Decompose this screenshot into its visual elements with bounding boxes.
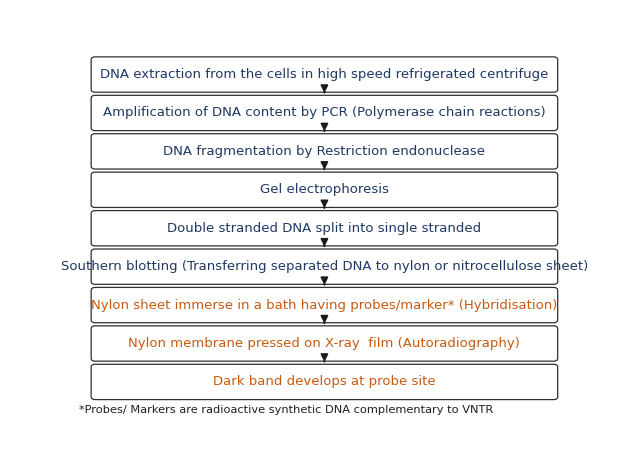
Text: Nylon membrane pressed on X-ray  film (Autoradiography): Nylon membrane pressed on X-ray film (Au… (128, 337, 520, 350)
Text: DNA fragmentation by Restriction endonuclease: DNA fragmentation by Restriction endonuc… (163, 145, 486, 158)
Text: Gel electrophoresis: Gel electrophoresis (260, 183, 389, 196)
FancyBboxPatch shape (91, 364, 558, 400)
FancyBboxPatch shape (91, 172, 558, 207)
FancyBboxPatch shape (91, 57, 558, 92)
FancyBboxPatch shape (91, 287, 558, 323)
Text: Double stranded DNA split into single stranded: Double stranded DNA split into single st… (167, 222, 482, 235)
Text: Nylon sheet immerse in a bath having probes/marker* (Hybridisation): Nylon sheet immerse in a bath having pro… (91, 299, 558, 312)
Text: *Probes/ Markers are radioactive synthetic DNA complementary to VNTR: *Probes/ Markers are radioactive synthet… (79, 405, 493, 415)
Text: Southern blotting (Transferring separated DNA to nylon or nitrocellulose sheet): Southern blotting (Transferring separate… (61, 260, 588, 273)
FancyBboxPatch shape (91, 134, 558, 169)
FancyBboxPatch shape (91, 326, 558, 361)
FancyBboxPatch shape (91, 211, 558, 246)
FancyBboxPatch shape (91, 95, 558, 131)
Text: DNA extraction from the cells in high speed refrigerated centrifuge: DNA extraction from the cells in high sp… (100, 68, 549, 81)
FancyBboxPatch shape (91, 249, 558, 285)
Text: Amplification of DNA content by PCR (Polymerase chain reactions): Amplification of DNA content by PCR (Pol… (103, 106, 546, 119)
Text: Dark band develops at probe site: Dark band develops at probe site (213, 375, 436, 388)
